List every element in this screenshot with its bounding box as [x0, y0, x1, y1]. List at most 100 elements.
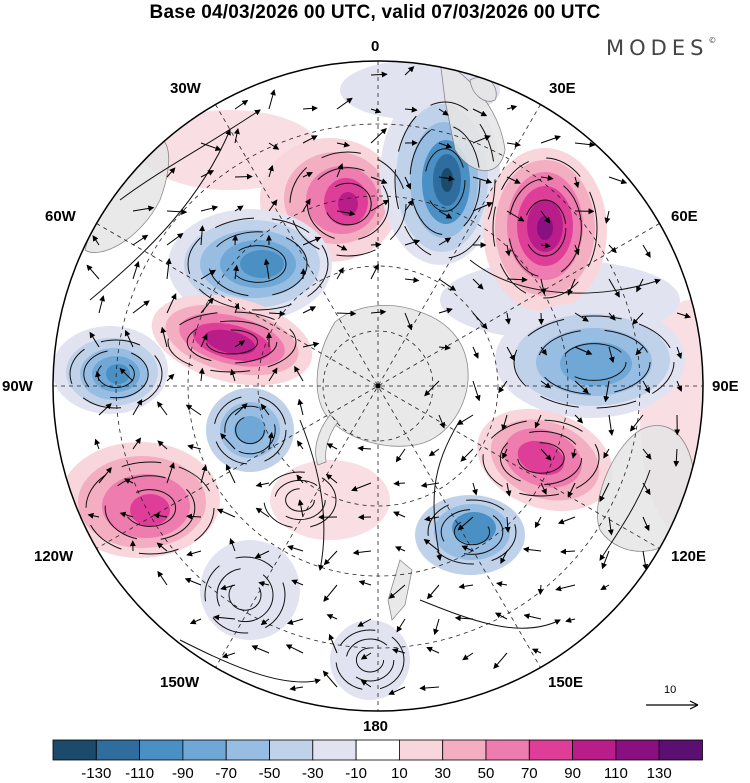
wind-vector: [438, 237, 452, 246]
wind-vector: [388, 584, 406, 599]
streamline-loop: [424, 148, 466, 212]
wind-vector: [454, 615, 474, 622]
wind-vector: [523, 613, 542, 620]
wind-vector: [302, 105, 318, 112]
wind-vector: [555, 584, 576, 592]
streamline-loop: [285, 488, 315, 512]
wind-vector: [360, 679, 372, 688]
streamline-loop: [492, 157, 598, 299]
wind-vector: [496, 581, 508, 588]
logo-mark: ©: [708, 36, 717, 45]
wind-vector: [358, 580, 372, 586]
lon-label-150w: 150W: [160, 674, 200, 691]
wind-vector: [504, 516, 511, 533]
wind-vector: [404, 199, 414, 212]
wind-vector: [352, 549, 372, 556]
wind-vector: [571, 448, 578, 459]
streamline-loop: [83, 349, 149, 399]
colorbar-tick-label: 110: [603, 765, 628, 782]
colorbar-tick-label: 30: [434, 765, 452, 782]
lon-label-30w: 30W: [170, 80, 201, 97]
wind-vector: [234, 403, 248, 416]
wind-vector: [200, 333, 208, 348]
wind-vector: [531, 648, 542, 654]
wind-vector: [505, 244, 512, 257]
wind-vector: [574, 380, 589, 394]
wind-vector: [302, 172, 313, 178]
streamline-loop: [523, 199, 567, 257]
wind-vector: [323, 550, 338, 566]
colorbar-tick-label: 10: [391, 765, 408, 782]
streamline-loop: [335, 629, 405, 691]
wind-vector: [404, 176, 412, 190]
wind-vector: [471, 482, 478, 496]
wind-vector: [574, 346, 593, 355]
wind-vector: [185, 404, 202, 416]
streamline-loop: [216, 567, 274, 623]
wind-vector: [234, 99, 249, 110]
wind-vector: [574, 414, 584, 424]
wind-vector: [132, 234, 149, 246]
wind-vector: [166, 232, 184, 246]
wind-vector: [608, 414, 615, 436]
wind-vector: [184, 577, 202, 586]
wind-vector: [157, 440, 168, 450]
anomaly-negative-140e: [415, 495, 525, 575]
wind-vector: [404, 312, 413, 331]
wind-vector: [472, 108, 488, 117]
streamline-loop: [561, 343, 627, 381]
wind-vector: [540, 278, 547, 295]
lon-label-150e: 150E: [548, 674, 584, 691]
wind-vector: [404, 106, 418, 113]
wind-vector: [166, 167, 176, 178]
wind-vector: [268, 89, 276, 110]
map-title: Base 04/03/2026 00 UTC, valid 07/03/2026…: [149, 2, 601, 23]
wind-vector: [357, 618, 372, 627]
anomaly-light-positive: [270, 460, 390, 540]
wind-vector: [189, 618, 202, 625]
wind-vector: [220, 584, 236, 591]
wind-vector: [360, 652, 372, 660]
wind-vector: [424, 515, 440, 522]
wind-vector: [370, 199, 390, 212]
wind-vector: [254, 550, 270, 559]
wind-vector: [632, 312, 644, 325]
wind-vector: [540, 346, 547, 356]
wind-vector: [255, 481, 270, 488]
streamline-loop: [409, 124, 481, 236]
wind-vector: [260, 618, 270, 626]
wind-vector: [322, 670, 338, 688]
wind-vector: [540, 380, 552, 389]
colorbar-tick-label: -70: [215, 765, 238, 782]
wind-vector: [472, 346, 479, 359]
wind-vector: [336, 210, 356, 217]
wind-vector: [391, 648, 406, 654]
streamline-loop: [513, 315, 675, 409]
lon-label-90e: 90E: [712, 378, 739, 395]
wind-vector: [233, 302, 240, 314]
colorbar-tick-label: -10: [345, 765, 367, 782]
colorbar-swatch: [485, 739, 530, 761]
colorbar-tick-label: -50: [258, 765, 281, 782]
wind-vector: [336, 97, 353, 110]
wind-vector: [498, 380, 508, 394]
wind-vector: [263, 258, 270, 280]
wind-vector: [607, 516, 614, 536]
wind-vector: [233, 127, 240, 144]
wind-vector: [200, 464, 208, 484]
wind-vector: [642, 244, 651, 258]
wind-vector: [567, 482, 576, 498]
wind-vector: [540, 448, 552, 461]
wind-vector: [336, 267, 344, 280]
wind-vector: [258, 580, 270, 587]
streamline-loop: [499, 430, 583, 486]
wind-vector: [268, 142, 280, 150]
streamline-arc: [599, 469, 651, 561]
wind-vector: [86, 264, 100, 280]
wind-vector: [573, 176, 580, 189]
wind-vector: [234, 340, 246, 348]
wind-vector: [166, 373, 175, 382]
wind-vector: [642, 516, 650, 532]
lon-label-30e: 30E: [549, 80, 576, 97]
wind-vector: [500, 550, 508, 565]
